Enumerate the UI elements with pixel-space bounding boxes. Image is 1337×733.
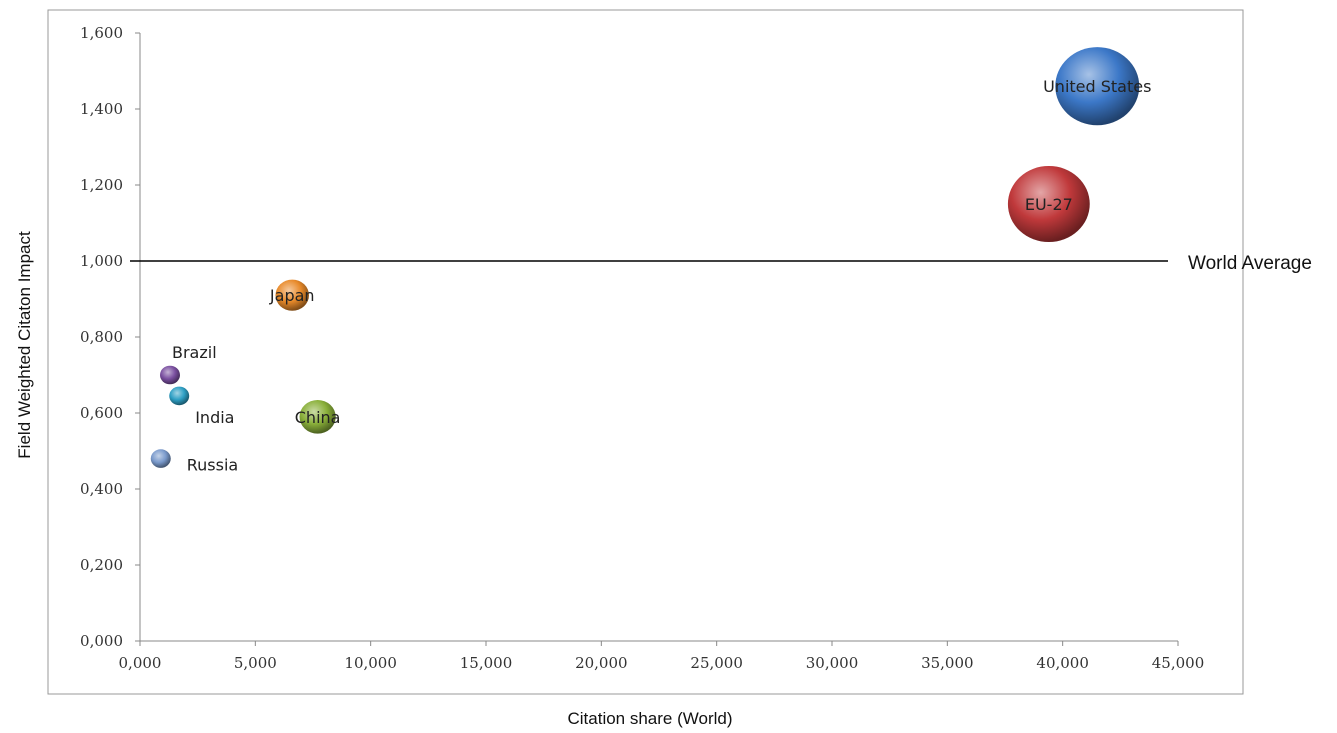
- bubble-united-states: [1055, 47, 1140, 126]
- x-tick-label: 45,000: [1152, 654, 1205, 672]
- y-tick-label: 0,400: [80, 480, 123, 498]
- bubble-label: EU-27: [1025, 195, 1073, 214]
- bubble-label: Japan: [269, 286, 315, 305]
- x-axis-title: Citation share (World): [567, 709, 732, 728]
- bubble-label: Brazil: [172, 343, 217, 362]
- x-tick-label: 30,000: [806, 654, 859, 672]
- x-tick-label: 15,000: [460, 654, 513, 672]
- y-tick-label: 1,000: [80, 252, 123, 270]
- y-tick-label: 0,000: [80, 632, 123, 650]
- bubble-label: China: [295, 408, 341, 427]
- bubble-label: United States: [1043, 77, 1151, 96]
- world-average-label: World Average: [1188, 253, 1312, 274]
- bubble-label: India: [195, 408, 234, 427]
- bubble-eu-27: [1007, 165, 1090, 243]
- y-tick-label: 1,200: [80, 176, 123, 194]
- x-tick-label: 5,000: [234, 654, 277, 672]
- bubble-india: [169, 386, 190, 406]
- x-tick-label: 10,000: [344, 654, 397, 672]
- y-tick-label: 0,600: [80, 404, 123, 422]
- y-axis-title: Field Weighted Citaton Impact: [15, 231, 34, 459]
- x-tick-label: 0,000: [119, 654, 162, 672]
- y-tick-label: 0,800: [80, 328, 123, 346]
- bubble-russia: [150, 449, 171, 468]
- chart-frame: [47, 9, 1244, 695]
- y-tick-label: 0,200: [80, 556, 123, 574]
- bubble-brazil: [159, 365, 180, 385]
- x-tick-label: 40,000: [1036, 654, 1089, 672]
- x-tick-label: 25,000: [690, 654, 743, 672]
- bubble-japan: [275, 279, 309, 311]
- bubble-china: [299, 399, 336, 434]
- y-tick-label: 1,400: [80, 100, 123, 118]
- bubble-label: Russia: [187, 456, 238, 475]
- x-tick-label: 20,000: [575, 654, 628, 672]
- x-tick-label: 35,000: [921, 654, 974, 672]
- y-tick-label: 1,600: [80, 24, 123, 42]
